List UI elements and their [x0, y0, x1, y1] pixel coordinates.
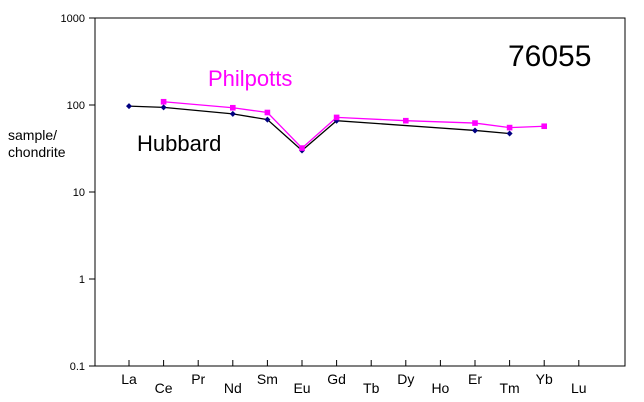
y-axis-label-line-1: sample/: [8, 127, 57, 143]
y-axis: 0.1 1 10 100 1000: [61, 13, 95, 373]
data-point-philpotts: [541, 123, 547, 130]
data-point-philpotts: [160, 98, 167, 105]
y-tick-label: 1000: [61, 13, 85, 25]
data-point-philpotts: [403, 117, 409, 124]
series-label-hubbard: Hubbard: [137, 131, 221, 156]
data-point-philpotts: [299, 145, 305, 151]
data-point-hubbard: [160, 104, 167, 111]
x-tick-label-dy: Dy: [397, 371, 414, 387]
y-tick-label: 0.1: [70, 361, 85, 373]
data-point-philpotts: [506, 124, 513, 131]
sample-id-label: 76055: [508, 40, 591, 73]
data-point-philpotts: [230, 104, 236, 111]
data-point-philpotts: [333, 114, 340, 121]
x-tick-label-pr: Pr: [191, 371, 205, 387]
series-line-hubbard: [128, 105, 510, 152]
data-point-philpotts: [472, 120, 478, 126]
y-tick-label: 10: [73, 187, 85, 199]
x-tick-label-la: La: [121, 371, 137, 387]
data-point-hubbard: [506, 130, 513, 137]
data-point-hubbard: [229, 110, 236, 117]
series-label-philpotts: Philpotts: [208, 66, 292, 91]
x-tick-label-er: Er: [468, 371, 482, 387]
y-axis-label-line-2: chondrite: [8, 144, 66, 160]
x-tick-label-yb: Yb: [536, 371, 553, 387]
x-tick-label-tm: Tm: [499, 380, 519, 396]
data-point-hubbard: [264, 116, 271, 123]
x-tick-label-lu: Lu: [571, 380, 587, 396]
data-point-hubbard: [126, 103, 132, 110]
data-point-philpotts: [264, 109, 271, 116]
x-tick-label-ho: Ho: [431, 380, 449, 396]
x-tick-label-nd: Nd: [224, 380, 242, 396]
x-tick-label-tb: Tb: [363, 380, 380, 396]
x-tick-label-sm: Sm: [257, 371, 278, 387]
data-point-hubbard: [472, 127, 478, 134]
x-tick-label-gd: Gd: [327, 371, 346, 387]
x-tick-label-eu: Eu: [293, 380, 310, 396]
x-tick-label-ce: Ce: [155, 380, 173, 396]
series-layer: [126, 98, 547, 154]
y-tick-label: 100: [67, 100, 85, 112]
y-tick-label: 1: [79, 274, 85, 286]
x-axis: La Ce Pr Nd Sm Eu Gd Tb Dy Ho Er Tm Yb Lu: [121, 360, 587, 396]
